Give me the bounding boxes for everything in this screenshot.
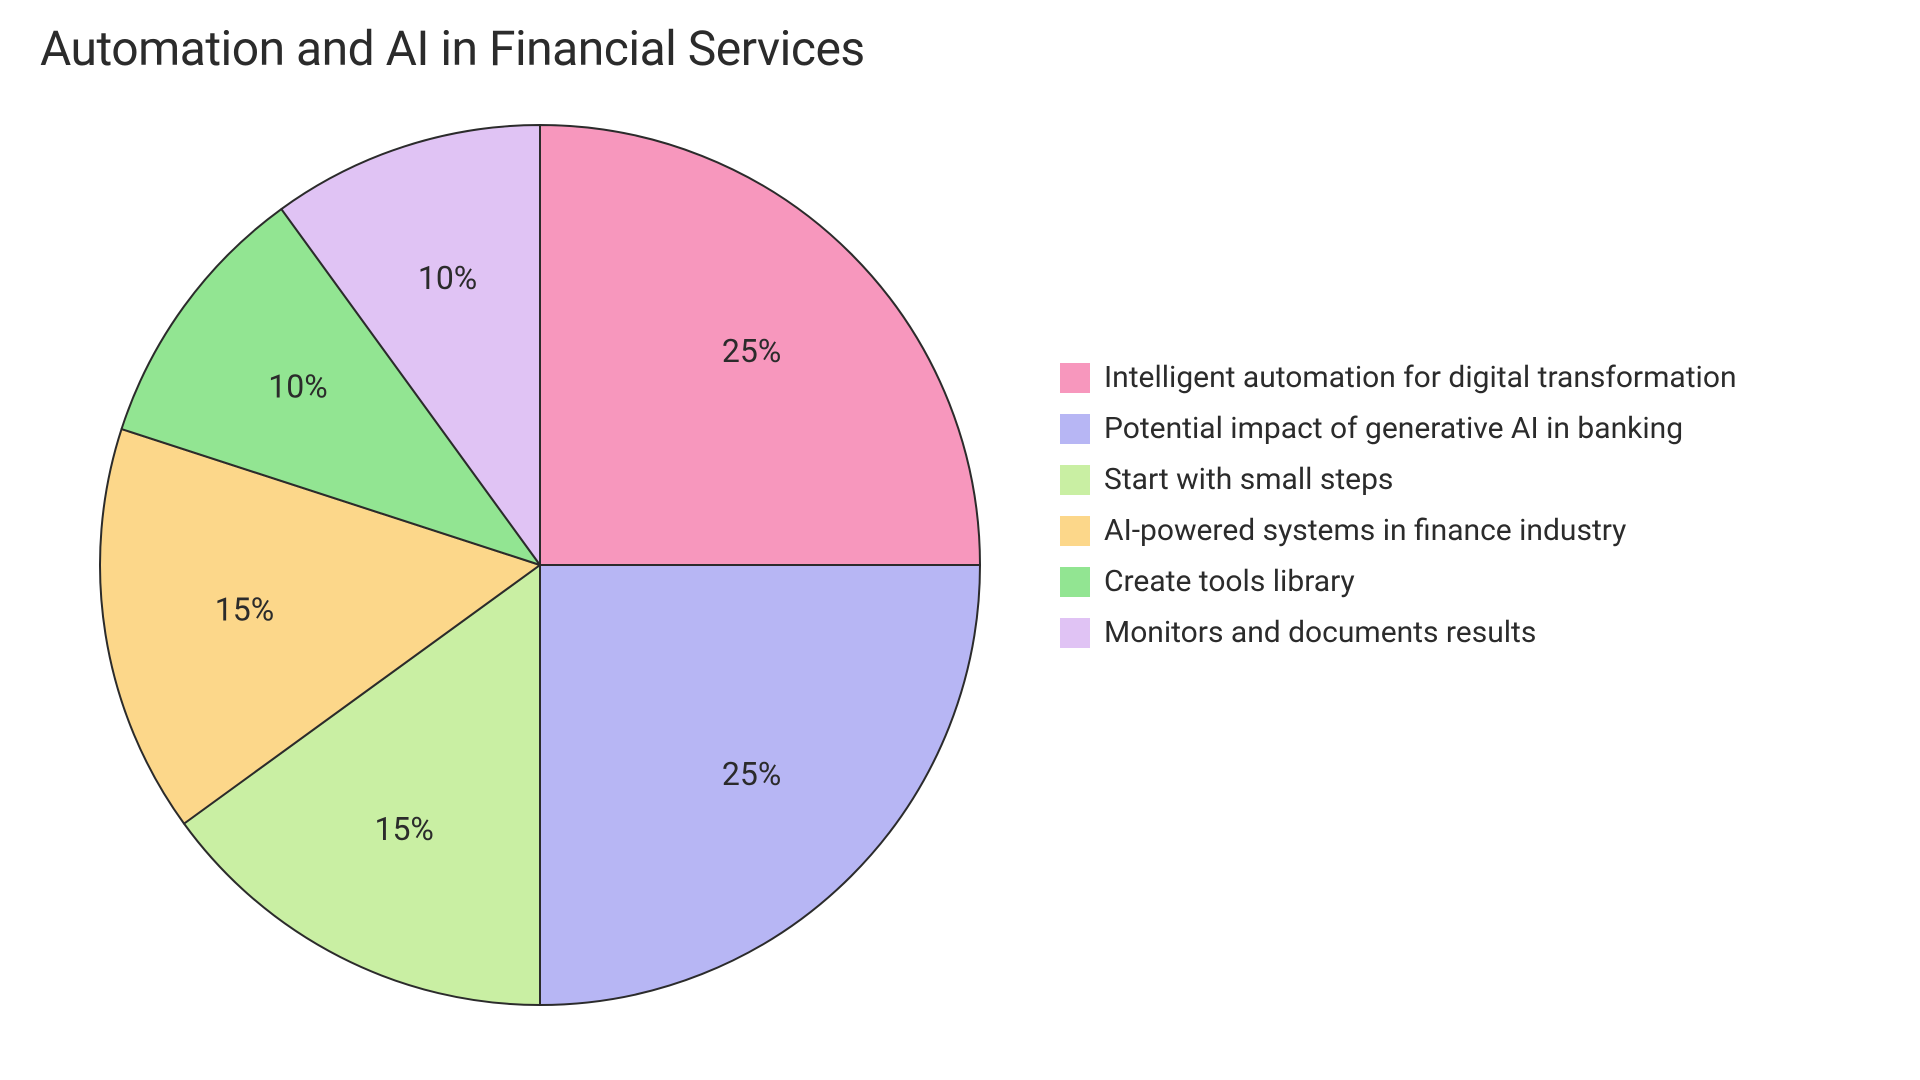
legend-label: Monitors and documents results [1104,615,1536,650]
legend-swatch [1060,618,1090,648]
legend-label: Create tools library [1104,564,1355,599]
legend-item: Create tools library [1060,564,1737,599]
legend-label: Intelligent automation for digital trans… [1104,360,1737,395]
legend-swatch [1060,567,1090,597]
legend-label: Start with small steps [1104,462,1393,497]
chart-title: Automation and AI in Financial Services [40,20,865,77]
legend-swatch [1060,363,1090,393]
legend-label: Potential impact of generative AI in ban… [1104,411,1683,446]
slice-label: 25% [722,332,781,370]
slice-label: 25% [722,755,781,793]
legend-item: Monitors and documents results [1060,615,1737,650]
legend-item: AI-powered systems in finance industry [1060,513,1737,548]
slice-label: 10% [268,368,327,406]
legend-label: AI-powered systems in finance industry [1104,513,1626,548]
pie-chart: 25% 25% 15% 15% 10% 10% [80,105,1000,1029]
slice-label: 15% [374,810,433,848]
legend-swatch [1060,465,1090,495]
legend-swatch [1060,414,1090,444]
legend-item: Potential impact of generative AI in ban… [1060,411,1737,446]
slice-label: 15% [215,590,274,628]
slice-label: 10% [418,259,477,297]
legend-item: Start with small steps [1060,462,1737,497]
legend-swatch [1060,516,1090,546]
legend: Intelligent automation for digital trans… [1060,360,1737,650]
legend-item: Intelligent automation for digital trans… [1060,360,1737,395]
